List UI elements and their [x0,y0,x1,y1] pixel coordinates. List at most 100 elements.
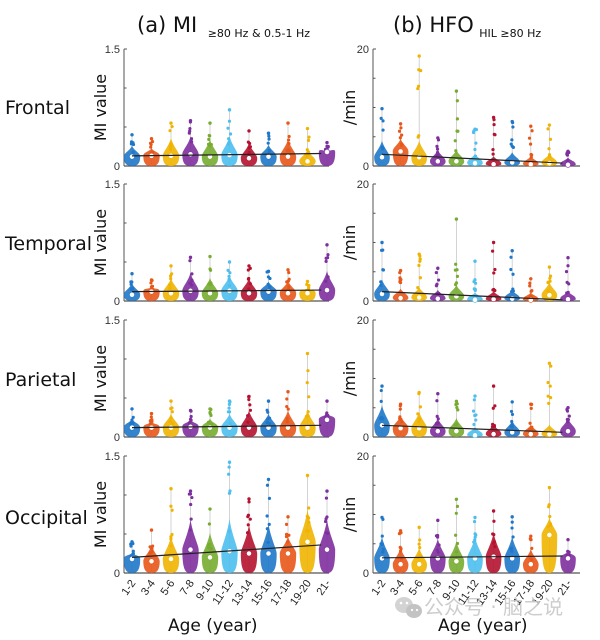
y-axis-label: /min [340,225,359,261]
y-tick-label: 0 [114,568,120,580]
violin-body [240,410,258,437]
max-point [286,390,290,394]
data-point [400,142,404,146]
data-point [418,417,422,421]
median-marker [379,555,385,562]
data-point [416,286,420,290]
median-marker [246,550,252,557]
violin-body [541,424,558,437]
data-point [247,500,251,504]
data-point [473,147,477,152]
data-point [247,276,251,281]
data-point [398,280,403,285]
violin-19-20 [299,279,316,301]
max-point [188,255,193,260]
data-point [228,132,233,136]
median-marker [416,294,423,301]
data-point [567,414,571,418]
data-point [548,274,553,278]
data-point [245,531,250,535]
data-point [472,422,476,427]
data-point [418,405,422,409]
x-tick-label: 21- [315,578,334,598]
data-point [491,422,495,426]
median-marker [304,158,311,165]
data-point [150,549,154,554]
data-point [189,414,193,419]
max-point [491,115,496,120]
max-point [130,540,134,544]
violin-5-6 [411,252,428,301]
data-point [248,517,252,521]
panel-mivalue-parietal: 0 1.5 MI value [91,315,336,444]
data-point [267,416,272,420]
max-point [529,402,533,406]
column-title-hfo-main: (b) HFO [393,13,474,37]
max-point [529,277,533,281]
median-marker [490,431,497,437]
data-point [206,142,211,146]
data-point [207,522,211,526]
data-point [326,144,330,149]
data-point [247,397,251,402]
data-point [399,126,403,130]
panel-min-parietal: 0 20/min [340,315,580,444]
median-marker [324,287,330,293]
y-tick-label: 0 [363,568,369,580]
violin-11-12 [221,260,238,301]
data-point [227,402,231,407]
data-point [380,147,385,151]
y-tick-label: 1.5 [105,179,120,191]
data-point [227,119,232,123]
data-point [490,425,495,429]
data-point [188,528,192,532]
violin-21- [318,489,336,573]
data-point [511,272,515,276]
data-point [529,152,533,157]
data-point [246,140,250,144]
data-point [266,410,270,414]
violin-1-2 [123,407,141,437]
violin-body [467,292,483,301]
data-point [285,404,289,409]
data-point [190,140,194,144]
x-tick-label: 1-2 [120,578,139,598]
data-point [305,381,309,385]
median-marker [265,288,272,295]
violin-13-14 [485,115,502,168]
data-point [510,520,514,524]
median-marker [434,555,441,562]
median-marker [509,295,516,302]
data-point [418,259,422,263]
y-axis-label: MI value [91,345,110,412]
violin-5-6 [411,54,428,166]
data-point [169,143,173,147]
data-point [228,421,232,426]
max-point [266,269,271,274]
data-point [529,557,533,561]
data-point [566,264,570,268]
violin-body [182,519,199,573]
data-point [324,531,329,535]
x-tick-label: 19-20 [288,578,314,608]
violin-21- [318,399,336,437]
data-point [548,522,553,526]
data-point [130,418,134,422]
data-point [510,419,514,424]
data-point [150,418,154,423]
y-tick-label: 0 [363,432,369,444]
data-point [207,543,211,547]
data-point [381,550,385,554]
violin-body [448,418,465,437]
max-point [247,129,251,133]
data-point [206,420,211,424]
max-point [510,515,514,519]
data-point [546,394,550,398]
data-point [228,489,232,493]
data-point [454,402,458,407]
violin-11-12 [221,108,238,166]
median-marker [187,546,194,553]
violin-7-8 [429,518,446,573]
data-point [149,142,153,147]
data-point [148,422,152,426]
